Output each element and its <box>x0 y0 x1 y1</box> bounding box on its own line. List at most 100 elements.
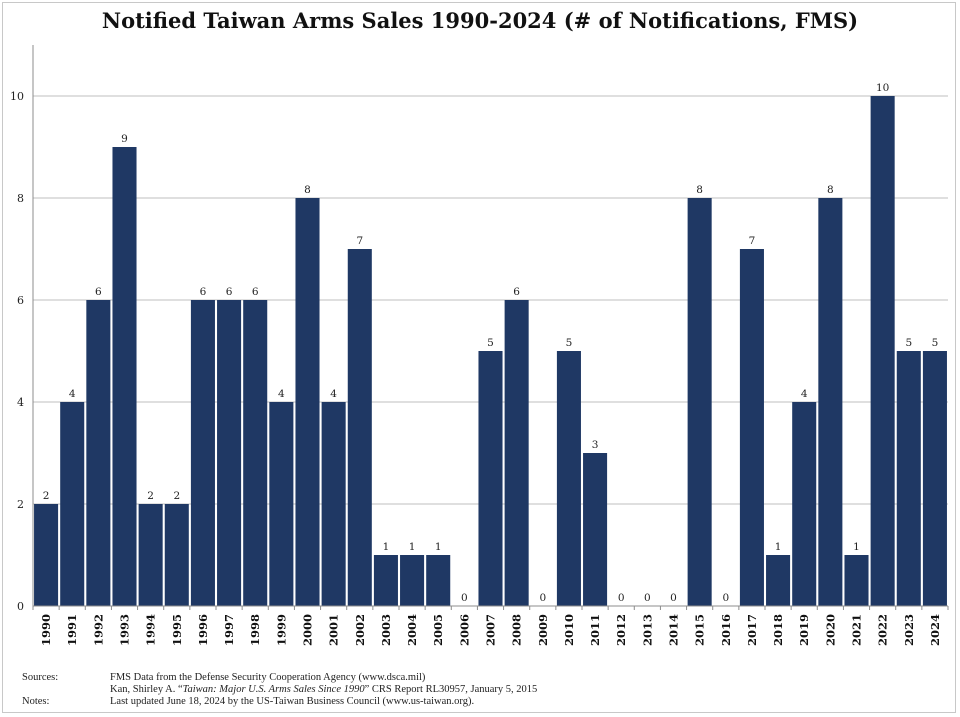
x-tick-label-2016: 2016 <box>719 614 733 646</box>
x-tick-label-2011: 2011 <box>588 614 602 646</box>
data-label-1997: 6 <box>226 286 233 298</box>
x-tick-label-2001: 2001 <box>327 614 341 646</box>
y-tick-label: 2 <box>17 498 24 511</box>
x-tick-label-2020: 2020 <box>823 614 837 646</box>
x-tick-label-2012: 2012 <box>614 614 628 646</box>
x-tick-label-2014: 2014 <box>667 614 681 646</box>
data-label-2004: 1 <box>409 541 416 553</box>
bar-1998 <box>243 300 268 606</box>
bar-1992 <box>86 300 111 606</box>
data-label-2011: 3 <box>592 439 599 451</box>
data-label-2006: 0 <box>461 592 468 604</box>
bar-2023 <box>896 351 921 606</box>
x-tick-label-2005: 2005 <box>431 614 445 646</box>
y-tick-label: 6 <box>17 294 24 307</box>
x-tick-label-2008: 2008 <box>510 614 524 646</box>
bar-2001 <box>321 402 346 606</box>
data-label-2013: 0 <box>644 592 651 604</box>
data-label-1999: 4 <box>278 388 285 400</box>
bar-2021 <box>844 555 869 606</box>
x-tick-label-2023: 2023 <box>902 614 916 646</box>
data-label-2018: 1 <box>775 541 782 553</box>
bar-2002 <box>347 249 372 606</box>
x-tick-label-1991: 1991 <box>65 614 79 646</box>
data-label-2020: 8 <box>827 184 834 196</box>
x-tick-label-1992: 1992 <box>91 614 105 646</box>
source-dsca: FMS Data from the Defense Security Coope… <box>110 672 426 683</box>
x-tick-label-1993: 1993 <box>118 614 132 646</box>
y-tick-label: 8 <box>17 192 24 205</box>
x-tick-label-2022: 2022 <box>876 614 890 646</box>
bar-1994 <box>138 504 163 606</box>
data-label-2024: 5 <box>932 337 939 349</box>
data-label-1990: 2 <box>43 490 50 502</box>
data-label-2010: 5 <box>566 337 573 349</box>
bar-2000 <box>295 198 320 606</box>
x-tick-label-2017: 2017 <box>745 614 759 646</box>
data-label-1994: 2 <box>147 490 154 502</box>
sources-footer: Sources: FMS Data from the Defense Secur… <box>22 672 537 708</box>
bar-1991 <box>60 402 85 606</box>
data-label-2022: 10 <box>876 82 889 94</box>
x-tick-label-2021: 2021 <box>850 614 864 646</box>
x-tick-label-2003: 2003 <box>379 614 393 646</box>
x-tick-label-2006: 2006 <box>457 614 471 646</box>
data-label-2005: 1 <box>435 541 442 553</box>
data-label-1992: 6 <box>95 286 102 298</box>
y-tick-label: 10 <box>10 90 24 103</box>
bar-2005 <box>426 555 451 606</box>
bar-2015 <box>687 198 712 606</box>
y-tick-label: 4 <box>17 396 24 409</box>
y-tick-label: 0 <box>17 600 24 613</box>
sources-label: Sources: <box>22 672 59 683</box>
bar-2010 <box>556 351 581 606</box>
note-updated: Last updated June 18, 2024 by the US-Tai… <box>110 696 475 707</box>
data-label-1991: 4 <box>69 388 76 400</box>
data-label-2019: 4 <box>801 388 808 400</box>
x-tick-label-2004: 2004 <box>405 614 419 646</box>
data-label-1995: 2 <box>173 490 180 502</box>
bar-2008 <box>504 300 529 606</box>
x-tick-label-2002: 2002 <box>353 614 367 646</box>
data-label-2023: 5 <box>905 337 912 349</box>
data-label-2014: 0 <box>670 592 677 604</box>
x-tick-label-2013: 2013 <box>640 614 654 646</box>
bar-2018 <box>766 555 791 606</box>
data-label-2007: 5 <box>487 337 494 349</box>
x-tick-label-2010: 2010 <box>562 614 576 646</box>
data-label-2003: 1 <box>383 541 390 553</box>
bar-1995 <box>164 504 189 606</box>
data-label-2002: 7 <box>356 235 363 247</box>
x-tick-label-2007: 2007 <box>484 614 498 646</box>
x-tick-label-1999: 1999 <box>274 614 288 646</box>
x-tick-label-2018: 2018 <box>771 614 785 646</box>
bar-2020 <box>818 198 843 606</box>
x-tick-label-2024: 2024 <box>928 614 942 646</box>
x-tick-label-2009: 2009 <box>536 614 550 646</box>
notes-label: Notes: <box>22 696 50 707</box>
x-tick-label-1994: 1994 <box>144 614 158 646</box>
bar-2004 <box>400 555 425 606</box>
bar-1993 <box>112 147 137 606</box>
x-tick-label-2000: 2000 <box>301 614 315 646</box>
chart-title: Notified Taiwan Arms Sales 1990-2024 (# … <box>101 8 859 33</box>
bar-2007 <box>478 351 503 606</box>
x-tick-label-2015: 2015 <box>693 614 707 646</box>
x-tick-label-1996: 1996 <box>196 614 210 646</box>
bar-1996 <box>190 300 215 606</box>
bar-2022 <box>870 96 895 606</box>
bar-2024 <box>922 351 947 606</box>
data-label-1998: 6 <box>252 286 259 298</box>
data-label-2008: 6 <box>513 286 520 298</box>
data-label-1993: 9 <box>121 133 128 145</box>
data-label-1996: 6 <box>200 286 207 298</box>
data-label-2009: 0 <box>539 592 546 604</box>
bar-1999 <box>269 402 294 606</box>
bar-1990 <box>34 504 59 606</box>
data-label-2021: 1 <box>853 541 860 553</box>
data-label-2012: 0 <box>618 592 625 604</box>
data-label-2016: 0 <box>722 592 729 604</box>
x-tick-label-1998: 1998 <box>248 614 262 646</box>
data-label-2017: 7 <box>749 235 756 247</box>
